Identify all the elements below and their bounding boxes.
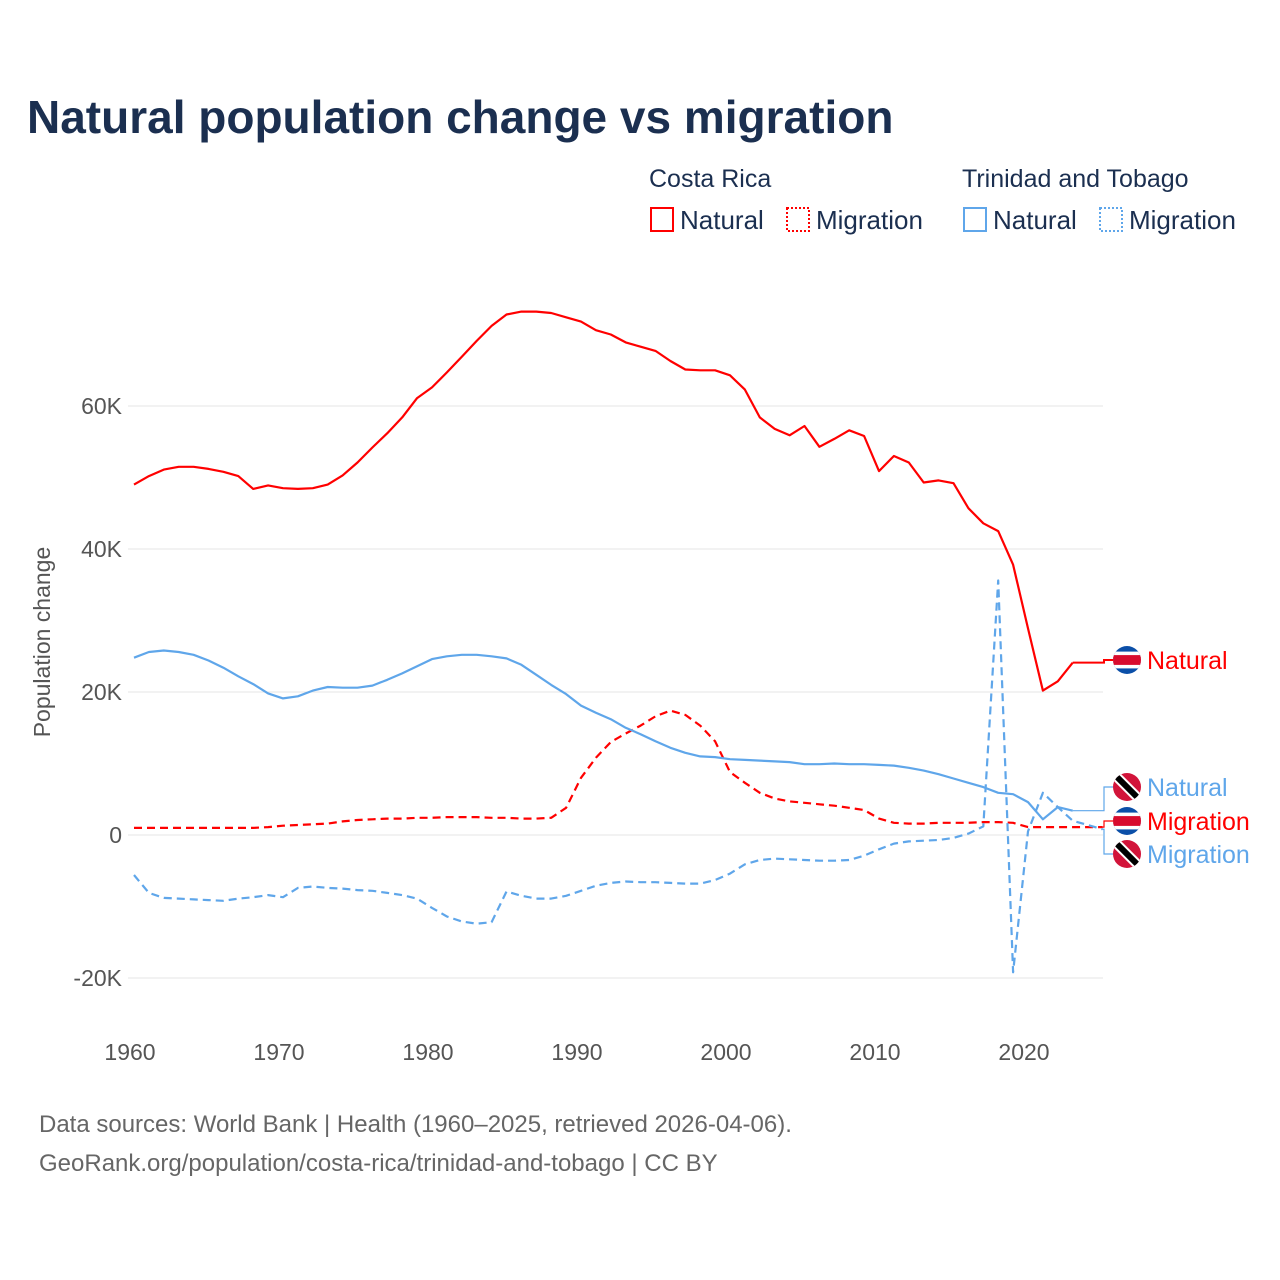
trinidad-and-tobago-flag-icon [1113, 773, 1141, 801]
legend-item-cr-migration[interactable]: Migration [816, 205, 923, 235]
source-note: Data sources: World Bank | Health (1960–… [39, 1111, 792, 1138]
y-tick-label: -20K [73, 965, 122, 991]
source-link[interactable]: GeoRank.org/population/costa-rica/trinid… [39, 1150, 718, 1177]
end-label-trinidad-and-tobago-natural: Natural [1147, 774, 1228, 802]
series-lines [133, 310, 1103, 974]
series-line-trinidad-and-tobago-migration[interactable] [133, 579, 1103, 974]
series-line-costa-rica-natural[interactable] [133, 310, 1074, 692]
series-line-costa-rica-migration[interactable] [134, 709, 1103, 829]
end-label-costa-rica-migration: Migration [1147, 808, 1250, 836]
label-connector [1102, 820, 1113, 828]
end-label-costa-rica-natural: Natural [1147, 647, 1228, 675]
y-axis-label: Population change [29, 547, 55, 738]
series-line-trinidad-and-tobago-natural[interactable] [133, 649, 1073, 821]
label-connector [1072, 786, 1113, 812]
x-axis-ticks: 1960 1970 1980 1990 2000 2010 2020 [104, 1039, 1049, 1065]
legend-swatch-solid [650, 207, 674, 232]
legend: Costa Rica Natural Migration Trinidad an… [649, 165, 1236, 235]
y-tick-label: 0 [109, 822, 122, 848]
x-tick-label: 1970 [253, 1039, 304, 1065]
x-tick-label: 1990 [551, 1039, 602, 1065]
end-label-trinidad-and-tobago-migration: Migration [1147, 841, 1250, 869]
gridlines [128, 405, 1103, 979]
costa-rica-flag-icon [1113, 807, 1141, 835]
legend-item-tt-migration[interactable]: Migration [1129, 205, 1236, 235]
x-tick-label: 2020 [998, 1039, 1049, 1065]
x-tick-label: 2010 [849, 1039, 900, 1065]
legend-group-trinidad-and-tobago: Trinidad and Tobago [962, 165, 1189, 193]
x-tick-label: 1980 [402, 1039, 453, 1065]
legend-swatch-dotted [786, 207, 810, 232]
legend-swatch-dotted [1099, 207, 1123, 232]
legend-swatch-solid [963, 207, 987, 232]
chart-title: Natural population change vs migration [27, 91, 893, 143]
x-tick-label: 2000 [700, 1039, 751, 1065]
y-tick-label: 40K [81, 536, 123, 562]
legend-item-tt-natural[interactable]: Natural [993, 205, 1077, 235]
end-labels: Natural Migration Natural Migration [1072, 646, 1250, 869]
label-connector [1102, 828, 1113, 855]
label-connector [1072, 659, 1113, 664]
y-tick-label: 60K [81, 393, 123, 419]
x-tick-label: 1960 [104, 1039, 155, 1065]
legend-group-costa-rica: Costa Rica [649, 165, 771, 193]
trinidad-and-tobago-flag-icon [1113, 840, 1141, 868]
y-axis-ticks: -20K 0 20K 40K 60K [73, 393, 122, 991]
legend-item-cr-natural[interactable]: Natural [680, 205, 764, 235]
costa-rica-flag-icon [1113, 646, 1141, 674]
y-tick-label: 20K [81, 679, 123, 705]
